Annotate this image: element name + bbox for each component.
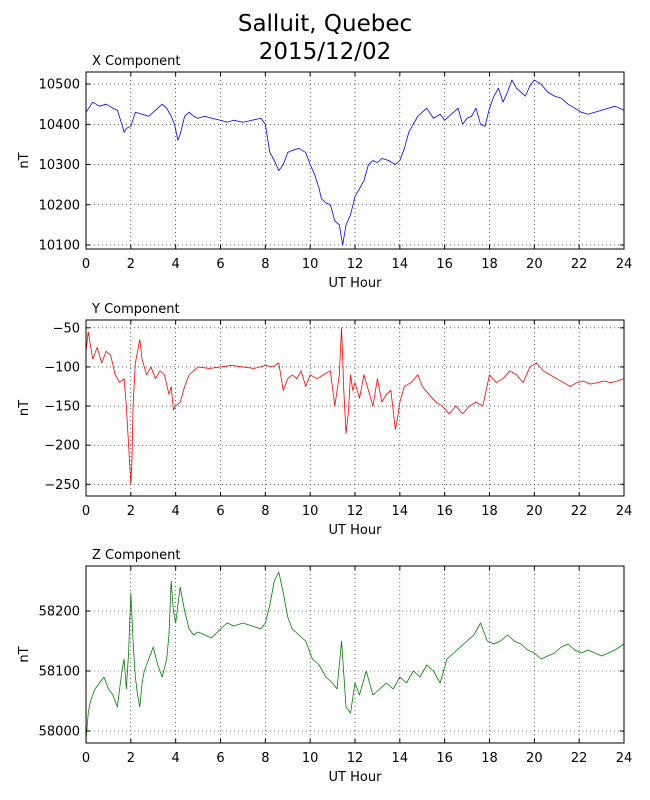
- x-tick-label: 8: [261, 504, 269, 519]
- x-tick-label: 12: [347, 257, 364, 272]
- x-tick-label: 2: [127, 504, 135, 519]
- chart-panel-1: 0 2 4 6 8 10 12 14 16 18 20 22 241010010200103001040…: [17, 54, 632, 291]
- y-tick-label: 10200: [39, 198, 80, 213]
- figure-title-line-2: 2015/12/02: [258, 39, 392, 65]
- y-tick-label: 10100: [39, 238, 80, 253]
- x-tick-label: 14: [392, 257, 409, 272]
- panel-title: X Component: [92, 54, 181, 69]
- x-tick-label: 20: [526, 257, 543, 272]
- x-tick-label: 14: [392, 504, 409, 519]
- y-tick-label: −50: [53, 321, 80, 336]
- y-axis-label: nT: [17, 400, 32, 416]
- y-tick-label: 58200: [39, 605, 80, 620]
- x-tick-label: 6: [216, 257, 224, 272]
- x-tick-label: 4: [172, 751, 180, 766]
- x-tick-label: 18: [481, 751, 498, 766]
- x-axis-label: UT Hour: [329, 276, 383, 291]
- x-tick-label: 18: [481, 257, 498, 272]
- panel-title: Z Component: [92, 548, 181, 563]
- x-tick-label: 8: [261, 257, 269, 272]
- x-tick-label: 6: [216, 751, 224, 766]
- x-tick-label: 18: [481, 504, 498, 519]
- y-tick-label: 58000: [39, 725, 80, 740]
- x-tick-label: 12: [347, 504, 364, 519]
- x-tick-label: 8: [261, 751, 269, 766]
- x-tick-label: 2: [127, 257, 135, 272]
- series-line-2-1: [85, 327, 625, 485]
- x-tick-label: 24: [616, 751, 633, 766]
- x-tick-label: 0: [82, 257, 90, 272]
- x-tick-label: 14: [392, 751, 409, 766]
- x-tick-label: 20: [526, 504, 543, 519]
- panel-title: Y Component: [91, 302, 180, 317]
- x-tick-label: 22: [571, 504, 588, 519]
- y-tick-label: −200: [44, 439, 80, 454]
- x-tick-label: 16: [436, 257, 453, 272]
- y-tick-label: −100: [44, 360, 80, 375]
- x-tick-label: 10: [302, 504, 319, 519]
- x-tick-label: 10: [302, 257, 319, 272]
- y-tick-label: −150: [44, 400, 80, 415]
- y-axis-label: nT: [17, 646, 32, 662]
- x-tick-label: 16: [436, 751, 453, 766]
- series-line-1-1: [85, 79, 625, 246]
- chart-panel-2: 0 2 4 6 8 10 12 14 16 18 20 22 24−250−200−150−100−50…: [17, 302, 632, 538]
- x-axis-label: UT Hour: [329, 523, 383, 538]
- x-tick-label: 4: [172, 504, 180, 519]
- x-axis-label: UT Hour: [329, 770, 383, 785]
- x-tick-label: 10: [302, 751, 319, 766]
- y-tick-label: 10500: [39, 78, 80, 93]
- y-tick-label: 10400: [39, 118, 80, 133]
- y-tick-label: 58100: [39, 665, 80, 680]
- figure-title-line-1: Salluit, Quebec: [237, 11, 413, 37]
- y-axis-label: nT: [17, 152, 32, 168]
- y-tick-label: −250: [44, 478, 80, 493]
- x-tick-label: 24: [616, 257, 633, 272]
- x-tick-label: 4: [172, 257, 180, 272]
- x-tick-label: 2: [127, 751, 135, 766]
- x-tick-label: 20: [526, 751, 543, 766]
- x-tick-label: 0: [82, 751, 90, 766]
- x-tick-label: 12: [347, 751, 364, 766]
- x-tick-label: 22: [571, 751, 588, 766]
- y-tick-label: 10300: [39, 158, 80, 173]
- x-tick-label: 6: [216, 504, 224, 519]
- x-tick-label: 0: [82, 504, 90, 519]
- x-tick-label: 24: [616, 504, 633, 519]
- x-tick-label: 16: [436, 504, 453, 519]
- x-tick-label: 22: [571, 257, 588, 272]
- series-line-3-1: [85, 571, 625, 741]
